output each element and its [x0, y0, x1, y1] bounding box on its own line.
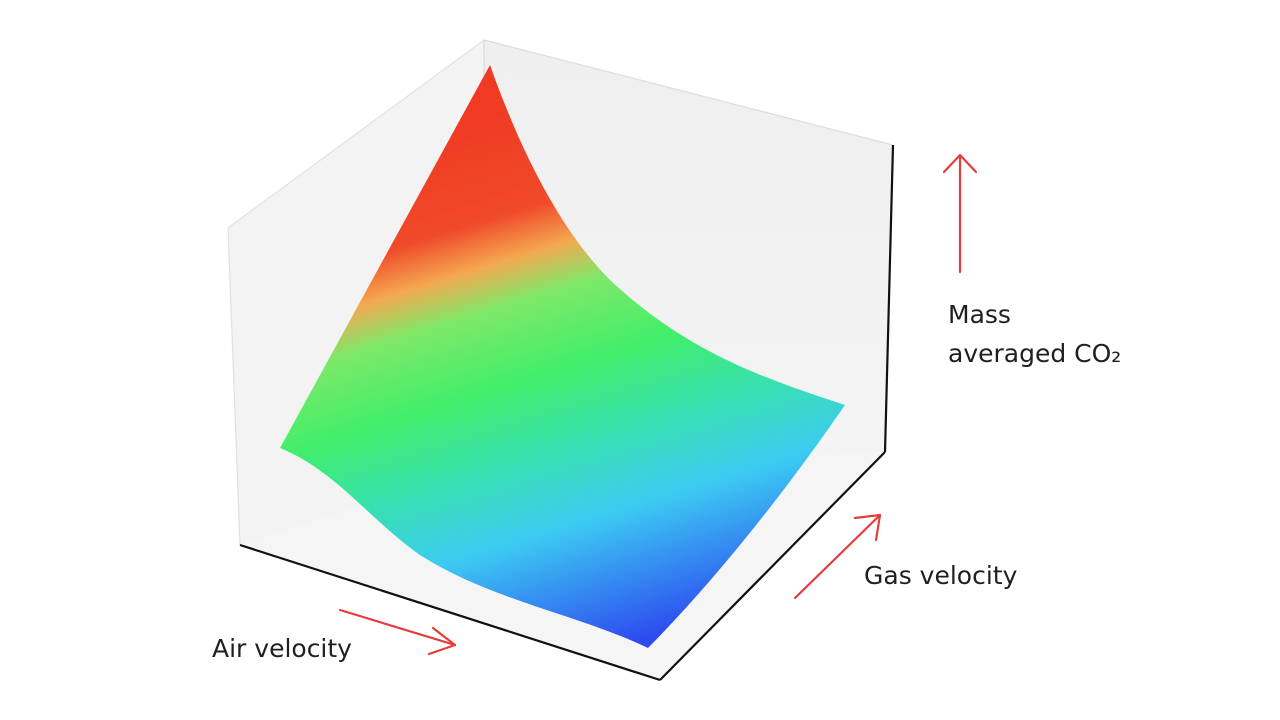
top-left-edge — [227, 39, 485, 229]
air-velocity-arrow — [338, 608, 457, 656]
y-axis-line — [659, 451, 886, 681]
left-vertical-edge — [227, 227, 241, 546]
x-axis-line — [239, 543, 661, 682]
top-right-edge — [483, 39, 894, 146]
co2-arrow — [942, 153, 978, 274]
gas-velocity-arrow — [793, 513, 882, 600]
z-axis-label-line1: Mass — [948, 300, 1011, 329]
y-axis-label: Gas velocity — [864, 561, 1018, 590]
z-axis-label-line2: averaged CO₂ — [948, 339, 1121, 368]
co2-surface — [280, 65, 845, 648]
z-axis-line — [883, 144, 895, 453]
x-axis-label: Air velocity — [212, 634, 352, 663]
